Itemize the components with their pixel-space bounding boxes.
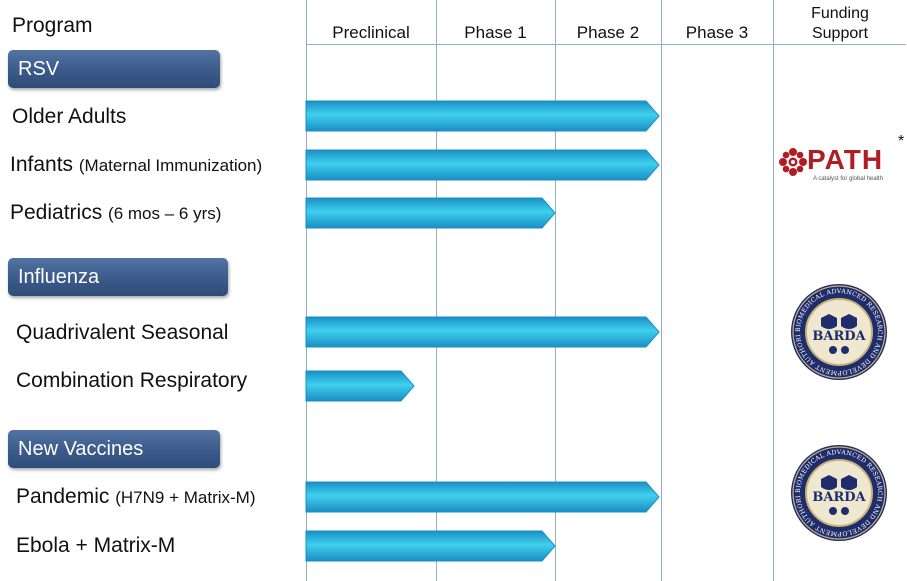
progress-arrow [305, 197, 556, 229]
section-influenza: Influenza [8, 258, 228, 296]
row-label-quadrivalent-seasonal: Quadrivalent Seasonal [16, 321, 228, 345]
progress-arrow [305, 149, 660, 181]
header-divider [306, 44, 906, 45]
row-label-pediatrics: Pediatrics (6 mos – 6 yrs) [10, 201, 221, 225]
row-label-sub: (H7N9 + Matrix-M) [115, 488, 256, 507]
progress-bar-ebola [305, 530, 559, 562]
progress-bar-infants [305, 149, 663, 181]
barda-seal-icon: BIOMEDICAL ADVANCED RESEARCH AND DEVELOP… [786, 277, 887, 380]
row-label-ebola: Ebola + Matrix-M [16, 534, 175, 558]
grid-line-left [306, 0, 307, 581]
row-label-main: Quadrivalent Seasonal [16, 321, 229, 344]
progress-arrow [305, 316, 660, 348]
path-logo: PATH A catalyst for global health * [777, 133, 907, 187]
phase-header-phase3: Phase 3 [685, 23, 749, 42]
row-label-main: Pediatrics [10, 201, 103, 224]
grid-line-phase3-funding [773, 0, 774, 581]
path-flower-icon [779, 148, 807, 176]
phase-header-phase1: Phase 1 [464, 23, 527, 42]
section-rsv: RSV [8, 50, 220, 88]
asterisk-mark: * [898, 133, 905, 150]
progress-arrow [305, 370, 415, 402]
barda-wordmark: BARDA [812, 329, 866, 344]
row-label-main: Pandemic [16, 485, 110, 508]
funding-header: Funding Support [811, 5, 869, 42]
progress-bar-quadrivalent-seasonal [305, 316, 663, 348]
row-label-sub: (6 mos – 6 yrs) [108, 204, 222, 223]
progress-bar-older-adults [305, 100, 663, 132]
barda-wordmark: BARDA [812, 490, 866, 505]
row-label-infants: Infants (Maternal Immunization) [10, 153, 262, 177]
row-label-main: Older Adults [12, 105, 127, 128]
phase-header-preclinical: Preclinical [332, 23, 410, 42]
progress-arrow [305, 100, 660, 132]
path-wordmark: PATH [807, 144, 884, 175]
progress-arrow [305, 530, 556, 562]
section-new-vaccines: New Vaccines [8, 430, 220, 468]
barda-seal-icon: BIOMEDICAL ADVANCED RESEARCH AND DEVELOP… [786, 438, 887, 541]
row-label-main: Infants [10, 153, 74, 176]
progress-arrow [305, 481, 660, 513]
progress-bar-pediatrics [305, 197, 559, 229]
row-label-pandemic: Pandemic (H7N9 + Matrix-M) [16, 485, 256, 509]
phase-header-phase2: Phase 2 [576, 23, 640, 42]
row-label-combination-respiratory: Combination Respiratory [16, 369, 247, 393]
barda-seal-new-vaccines: BIOMEDICAL ADVANCED RESEARCH AND DEVELOP… [786, 438, 889, 543]
row-label-older-adults: Older Adults [12, 105, 126, 129]
row-label-main: Ebola + Matrix-M [16, 534, 176, 557]
progress-bar-combination-respiratory [305, 370, 418, 402]
row-label-sub: (Maternal Immunization) [78, 156, 263, 175]
path-tagline: A catalyst for global health [813, 176, 884, 182]
program-header: Program [12, 14, 93, 37]
grid-line-phase2-phase3 [661, 0, 662, 581]
barda-seal-influenza: BIOMEDICAL ADVANCED RESEARCH AND DEVELOP… [786, 277, 889, 382]
progress-bar-pandemic [305, 481, 663, 513]
grid-line-preclinical-phase1 [436, 0, 437, 581]
grid-line-phase1-phase2 [555, 0, 556, 581]
row-label-main: Combination Respiratory [16, 369, 248, 392]
